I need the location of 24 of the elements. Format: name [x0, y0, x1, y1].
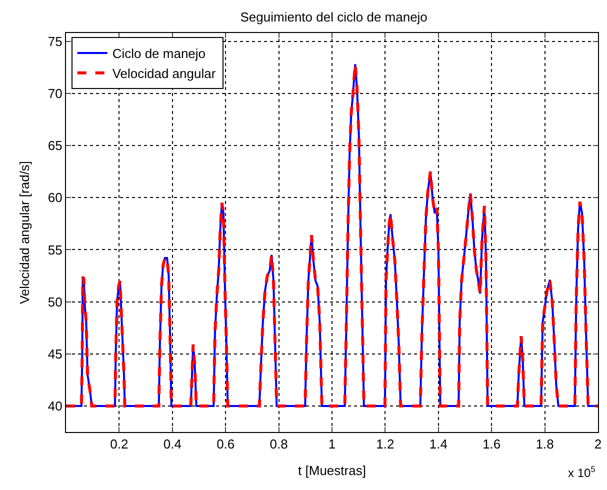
x-tick-label: 1: [328, 436, 336, 452]
x-tick-label: 1.4: [429, 436, 448, 452]
x-axis-title: t [Muestras]: [298, 463, 366, 478]
x-tick-label: 1.6: [482, 436, 501, 452]
y-tick-label: 40: [48, 398, 62, 414]
x-tick-label: 0.4: [163, 436, 182, 452]
text: x 10$^{5}$: [568, 464, 596, 480]
x-tick-label: 1.2: [376, 436, 394, 452]
x-tick-label: 0.6: [216, 436, 235, 452]
y-tick-label: 65: [48, 138, 62, 154]
y-tick-label: 50: [48, 294, 62, 310]
y-tick-label: 55: [48, 242, 62, 258]
x-tick-label: 1.8: [536, 436, 554, 452]
x-tick-label: 0.8: [270, 436, 288, 452]
chart-title: Seguimiento del ciclo de manejo: [240, 9, 428, 24]
y-tick-label: 70: [48, 86, 62, 101]
y-tick-label: 45: [48, 346, 62, 362]
legend-label: Ciclo de manejo: [112, 46, 206, 62]
y-axis-title: Velocidad angular [rad/s]: [16, 160, 32, 304]
y-tick-label: 60: [48, 190, 62, 206]
x-tick-label: 0.2: [110, 436, 128, 452]
y-tick-label: 75: [48, 34, 62, 49]
x-tick-label: 2: [594, 436, 602, 452]
legend-label: Velocidad angular: [112, 66, 216, 81]
